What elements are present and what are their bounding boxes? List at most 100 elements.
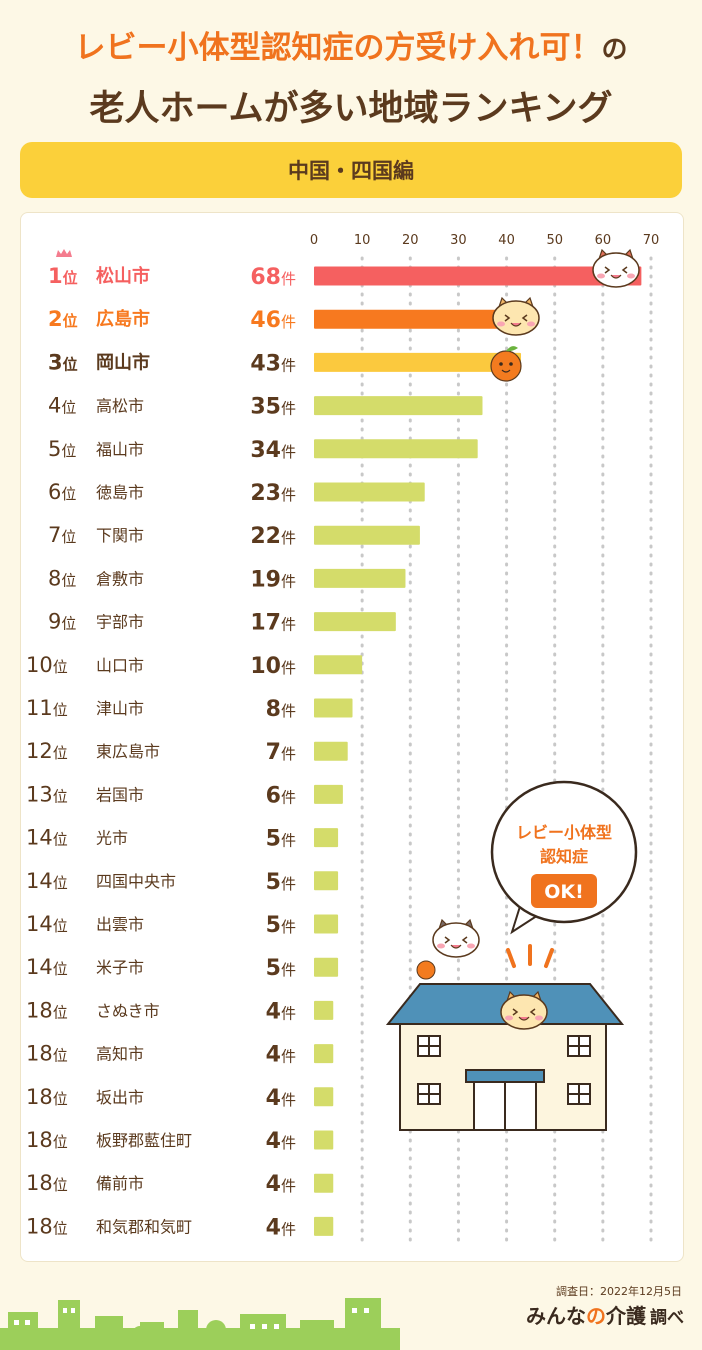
city-label: 下関市 (96, 526, 144, 545)
speech-line1: レビー小体型 (516, 823, 612, 842)
value-label: 5件 (266, 913, 296, 938)
speech-line2: 認知症 (540, 847, 588, 866)
rank-label: 18位 (26, 1128, 68, 1152)
city-label: 松山市 (96, 265, 150, 287)
x-tick-label: 0 (310, 233, 318, 248)
region-banner: 中国・四国編 (20, 142, 682, 198)
bar (314, 1044, 334, 1064)
value-label: 23件 (250, 481, 296, 506)
bar (314, 1173, 334, 1193)
rank-label: 14位 (26, 912, 68, 936)
value-label: 10件 (250, 654, 296, 679)
x-tick-label: 60 (595, 233, 612, 248)
rank-label: 18位 (26, 1171, 68, 1195)
ranking-chart: 0 10 20 30 40 50 60 70 1位 松山市 68件 2位 広島市 46件 3位 岡山市 43件 4… (26, 233, 659, 1242)
x-tick-label: 30 (450, 233, 467, 248)
bar (314, 741, 348, 761)
value-label: 4件 (266, 999, 296, 1024)
city-skyline-illustration (0, 1298, 400, 1350)
city-label: 東広島市 (96, 742, 160, 761)
title-line1-main: レビー小体型認知症の方受け入れ可！ (74, 30, 602, 66)
value-label: 7件 (266, 740, 296, 765)
city-label: 宇部市 (96, 613, 144, 632)
rank-label: 5位 (48, 437, 76, 461)
rank-label: 13位 (26, 782, 68, 806)
bar (314, 1087, 334, 1107)
value-label: 5件 (266, 870, 296, 895)
city-label: 四国中央市 (96, 872, 176, 891)
ok-badge (531, 874, 597, 908)
bar (314, 309, 536, 329)
small-orange-icon (416, 960, 436, 980)
x-tick-label: 50 (546, 233, 563, 248)
value-label: 68件 (250, 265, 296, 290)
title-line1: レビー小体型認知症の方受け入れ可！の (0, 22, 702, 67)
calico-cat-icon (592, 248, 640, 288)
city-label: 岩国市 (96, 785, 144, 804)
x-tick-label: 10 (354, 233, 371, 248)
value-label: 43件 (250, 351, 296, 376)
city-label: 山口市 (96, 656, 144, 675)
value-label: 4件 (266, 1129, 296, 1154)
tabby-cat-icon (492, 296, 540, 336)
speech-bubble (490, 780, 638, 935)
bar (314, 1000, 334, 1020)
bar (314, 612, 396, 632)
brand-part-b: の (586, 1304, 606, 1328)
value-label: 34件 (250, 438, 296, 463)
rank-label: 2位 (48, 307, 78, 331)
value-label: 4件 (266, 1043, 296, 1068)
brand-logo: みんなの介護 調べ (526, 1300, 684, 1329)
value-label: 4件 (266, 1215, 296, 1240)
city-label: 高知市 (96, 1045, 144, 1064)
city-label: 米子市 (96, 958, 144, 977)
bar (314, 1216, 334, 1236)
x-tick-label: 40 (498, 233, 515, 248)
title-line2: 老人ホームが多い地域ランキング (89, 89, 613, 129)
value-label: 22件 (250, 524, 296, 549)
value-label: 6件 (266, 783, 296, 808)
city-label: 広島市 (96, 308, 150, 330)
rank-label: 18位 (26, 998, 68, 1022)
bar (314, 914, 339, 934)
value-label: 4件 (266, 1086, 296, 1111)
value-label: 35件 (250, 395, 296, 420)
title-line1-suffix: の (601, 35, 628, 65)
city-label: 坂出市 (96, 1088, 144, 1107)
city-label: さぬき市 (96, 1001, 160, 1020)
city-label: 倉敷市 (96, 569, 144, 588)
ok-badge-label: OK! (544, 881, 584, 903)
rank-label: 18位 (26, 1042, 68, 1066)
city-label: 和気郡和気町 (96, 1217, 192, 1236)
rank-label: 14位 (26, 869, 68, 893)
bar (314, 525, 420, 545)
city-label: 福山市 (96, 440, 144, 459)
city-label: 板野郡藍住町 (96, 1131, 192, 1150)
value-label: 5件 (266, 956, 296, 981)
survey-date: 調査日：2022年12月5日 (556, 1285, 682, 1298)
bar (314, 828, 339, 848)
city-label: 光市 (96, 829, 128, 848)
bar (314, 568, 406, 588)
value-label: 46件 (250, 308, 296, 333)
city-label: 津山市 (96, 699, 144, 718)
bar (314, 698, 353, 718)
rank-label: 4位 (48, 394, 76, 418)
brand-part-d: 調べ (650, 1308, 684, 1328)
rank-label: 11位 (26, 696, 68, 720)
rank-label: 6位 (48, 480, 76, 504)
bar (314, 396, 483, 416)
rank-label: 1位 (48, 264, 78, 288)
bar (314, 266, 642, 286)
x-tick-label: 20 (402, 233, 419, 248)
rank-label: 3位 (48, 350, 78, 374)
city-label: 岡山市 (96, 351, 150, 373)
calico-cat-on-roof-icon (432, 918, 480, 958)
bar (314, 871, 339, 891)
rank-label: 14位 (26, 955, 68, 979)
value-label: 4件 (266, 1172, 296, 1197)
rank-label: 10位 (26, 653, 68, 677)
bar (314, 439, 478, 459)
rank-label: 9位 (48, 610, 76, 634)
bar (314, 784, 343, 804)
